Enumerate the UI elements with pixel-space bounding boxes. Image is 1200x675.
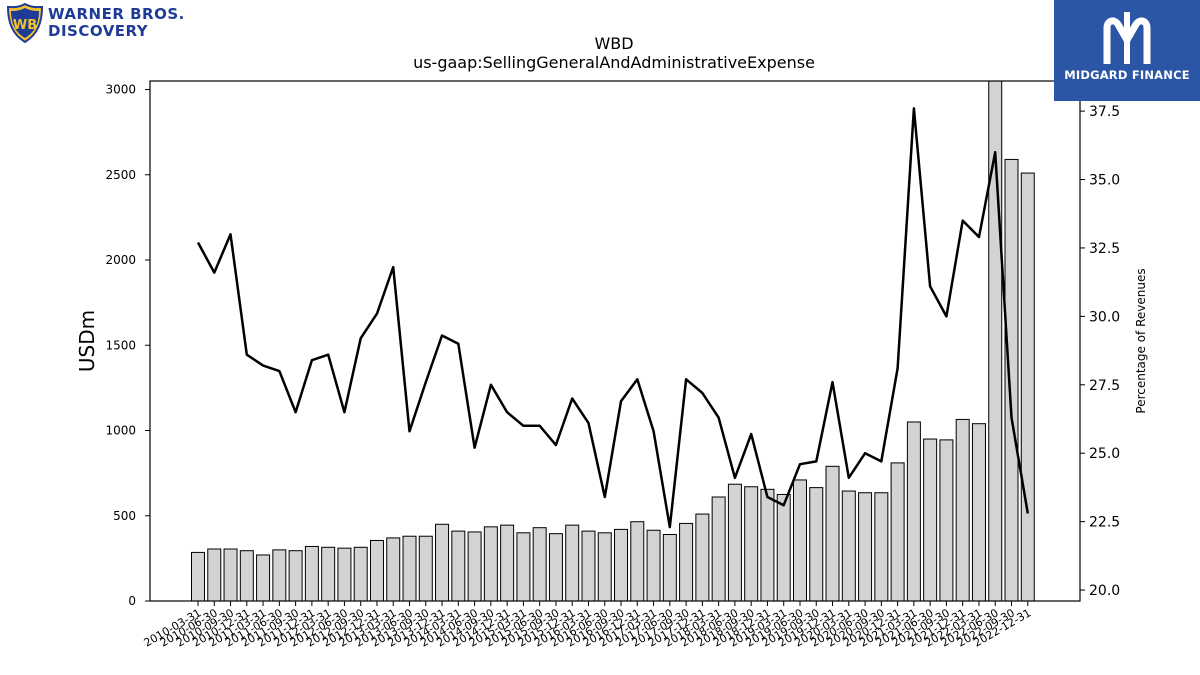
bar-2015-12-31 <box>565 524 580 602</box>
percentage-line <box>196 107 1030 529</box>
y2-tick-label: 20.0 <box>1089 583 1120 599</box>
bar-2013-06-30 <box>402 535 417 602</box>
bar-2022-03-31 <box>971 423 986 602</box>
y2-ticks: 20.0 22.5 25.0 27.5 30.0 32.5 35.0 37.5 <box>1080 104 1120 599</box>
bar-2011-12-31 <box>304 545 319 602</box>
bar-2015-06-30 <box>532 527 547 602</box>
bar-2010-12-31 <box>239 550 254 602</box>
bar-2013-03-31 <box>386 537 401 602</box>
y-tick-label: 3000 <box>105 83 136 97</box>
y2-axis-label: Percentage of Revenues <box>1134 268 1148 413</box>
bar-2011-03-31 <box>256 554 271 602</box>
y-tick-label: 2500 <box>105 168 136 182</box>
y2-tick-label: 27.5 <box>1089 378 1120 394</box>
bar-2012-12-31 <box>369 539 384 602</box>
bar-2017-09-30 <box>679 522 694 602</box>
line-series <box>196 107 1030 529</box>
bar-2012-06-30 <box>337 547 352 602</box>
bar-2012-03-31 <box>321 546 336 602</box>
bar-2021-09-30 <box>939 439 954 602</box>
y-axis-label: USDm <box>75 310 99 372</box>
y2-tick-label: 22.5 <box>1089 515 1120 531</box>
bar-2015-03-31 <box>516 532 531 602</box>
wbd-logo-line1: WARNER BROS. <box>48 5 185 23</box>
bar-2020-03-31 <box>841 490 856 602</box>
y-tick-label: 1000 <box>105 424 136 438</box>
bar-2019-06-30 <box>792 479 807 602</box>
bar-2010-03-31 <box>191 551 205 602</box>
bar-2017-03-31 <box>646 529 661 602</box>
bar-2014-06-30 <box>467 531 482 602</box>
bar-2014-09-30 <box>483 526 498 602</box>
plot-frame <box>149 80 1081 602</box>
bar-2010-09-30 <box>223 548 238 602</box>
wb-shield-icon: WB <box>6 2 44 44</box>
bar-series <box>191 80 1035 602</box>
bar-2017-06-30 <box>662 534 677 602</box>
bar-2011-06-30 <box>272 549 287 602</box>
y-tick-label: 2000 <box>105 253 136 267</box>
bar-2016-09-30 <box>614 528 629 602</box>
svg-text:WB: WB <box>13 18 37 33</box>
bar-2018-09-30 <box>744 486 759 602</box>
bar-2018-03-31 <box>711 496 726 602</box>
bar-2021-12-31 <box>955 418 970 602</box>
bar-2012-09-30 <box>353 546 368 602</box>
bar-2013-12-31 <box>435 523 450 602</box>
bar-2018-06-30 <box>727 483 742 602</box>
x-ticks: 2010-03-312010-06-302010-09-302010-12-31… <box>142 601 1033 650</box>
bar-2021-06-30 <box>923 438 938 602</box>
bar-2019-03-31 <box>776 493 791 602</box>
midgard-finance-logo: MIDGARD FINANCE <box>1054 0 1200 101</box>
wbd-logo-line2: DISCOVERY <box>48 22 149 40</box>
bar-2014-03-31 <box>451 530 466 602</box>
y2-tick-label: 37.5 <box>1089 104 1120 120</box>
bar-2019-12-31 <box>825 465 840 602</box>
y2-tick-label: 35.0 <box>1089 173 1120 189</box>
midgard-m-icon <box>1103 12 1151 64</box>
bar-2016-03-31 <box>581 530 596 602</box>
y-tick-label: 1500 <box>105 338 136 352</box>
y-ticks: 0 500 1000 1500 2000 2500 3000 <box>105 83 150 608</box>
chart-subtitle: us-gaap:SellingGeneralAndAdministrativeE… <box>413 53 815 72</box>
bar-2016-12-31 <box>630 521 645 602</box>
bar-2015-09-30 <box>548 533 563 602</box>
bar-2021-03-31 <box>906 421 921 602</box>
midgard-logo-text: MIDGARD FINANCE <box>1064 68 1190 82</box>
bar-2016-06-30 <box>597 532 612 602</box>
bar-2013-09-30 <box>418 535 433 602</box>
warner-bros-discovery-logo: WB WARNER BROS. DISCOVERY <box>0 0 200 46</box>
bar-2017-12-31 <box>695 513 710 602</box>
bar-2011-09-30 <box>288 550 303 602</box>
y2-tick-label: 25.0 <box>1089 446 1120 462</box>
bar-2010-06-30 <box>207 548 222 602</box>
bar-2018-12-31 <box>760 488 775 602</box>
bar-2022-12-31 <box>1020 172 1035 602</box>
bar-2022-09-30 <box>1004 158 1019 602</box>
y2-tick-label: 32.5 <box>1089 241 1120 257</box>
bar-2020-09-30 <box>874 492 889 602</box>
bar-2014-12-31 <box>500 524 515 602</box>
chart-title: WBD <box>594 34 633 53</box>
y-tick-label: 500 <box>113 509 136 523</box>
y-tick-label: 0 <box>128 594 136 608</box>
axes <box>149 80 1081 602</box>
bar-2019-09-30 <box>809 487 824 602</box>
bar-2020-06-30 <box>858 492 873 602</box>
y2-tick-label: 30.0 <box>1089 309 1120 325</box>
bar-2020-12-31 <box>890 462 905 602</box>
